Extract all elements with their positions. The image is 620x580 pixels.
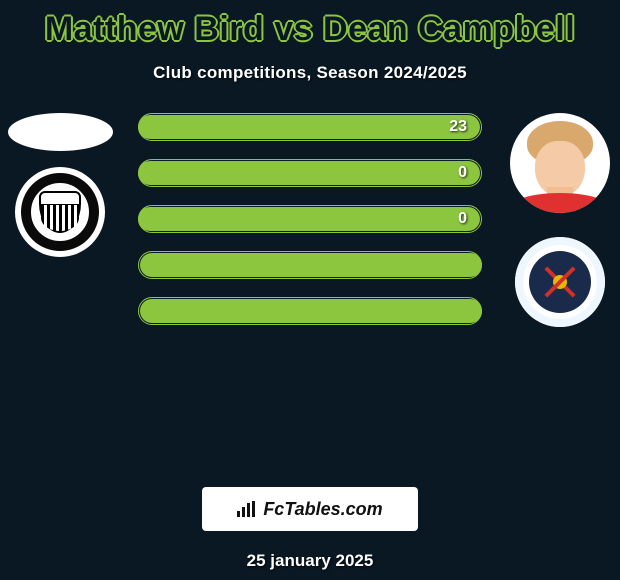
stat-row: Matches23 bbox=[138, 113, 482, 141]
subtitle: Club competitions, Season 2024/2025 bbox=[0, 63, 620, 83]
stat-fill bbox=[138, 115, 480, 139]
player-left-photo-placeholder bbox=[8, 113, 113, 151]
stat-fill bbox=[140, 299, 482, 323]
stats-list: Matches23 Goals0 Hattricks0 Goals per match… bbox=[138, 113, 482, 325]
snapshot-date: 25 january 2025 bbox=[0, 551, 620, 571]
stat-fill bbox=[138, 207, 480, 231]
player-left-column bbox=[0, 113, 120, 257]
stat-row: Goals0 bbox=[138, 159, 482, 187]
player-right-column bbox=[500, 113, 620, 327]
stat-right-value: 0 bbox=[458, 164, 467, 182]
branding-badge: FcTables.com bbox=[202, 487, 418, 531]
stat-row: Goals per match bbox=[138, 251, 482, 279]
stat-right-value: 0 bbox=[458, 210, 467, 228]
comparison-panel: Matches23 Goals0 Hattricks0 Goals per match… bbox=[0, 113, 620, 463]
player-right-photo bbox=[510, 113, 610, 213]
branding-text: FcTables.com bbox=[263, 499, 382, 520]
player-left-club-crest bbox=[15, 167, 105, 257]
stat-row: Hattricks0 bbox=[138, 205, 482, 233]
chart-icon bbox=[237, 501, 257, 517]
stat-fill bbox=[140, 253, 482, 277]
player-right-club-crest bbox=[515, 237, 605, 327]
stat-fill bbox=[138, 161, 480, 185]
page-title: Matthew Bird vs Dean Campbell bbox=[0, 0, 620, 49]
stat-right-value: 23 bbox=[449, 118, 467, 136]
stat-row: Min per goal bbox=[138, 297, 482, 325]
